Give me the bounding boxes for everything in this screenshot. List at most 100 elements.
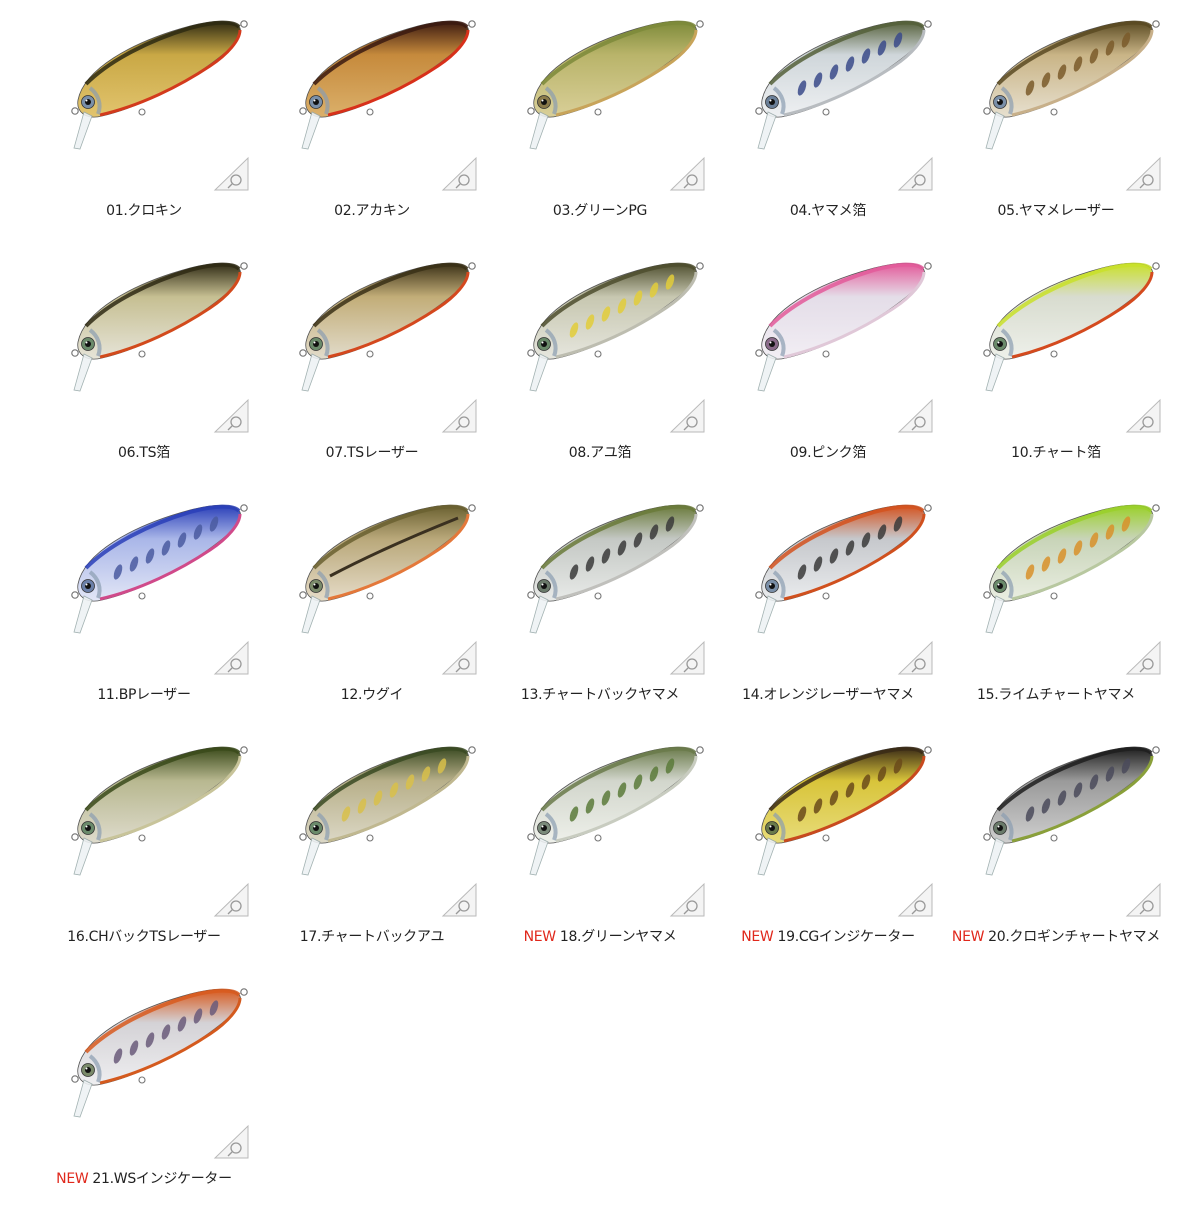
color-label: 07.TSレーザー (258, 442, 486, 464)
color-item: 03.グリーンPG (486, 0, 714, 242)
lure-lip (757, 353, 777, 392)
diving-depth-triangle-icon (897, 398, 933, 433)
color-label: NEW 18.グリーンヤマメ (486, 926, 714, 948)
color-name: 20.クロギンチャートヤマメ (988, 929, 1161, 945)
color-name: 11.BPレーザー (97, 687, 191, 703)
color-item: 11.BPレーザー (30, 484, 258, 726)
color-name: 05.ヤマメレーザー (997, 203, 1115, 219)
lure-image (983, 20, 1160, 150)
lure-lip (529, 595, 549, 634)
lure-image (71, 504, 248, 634)
lure-image (755, 746, 932, 876)
color-label: 17.チャートバックアユ (258, 926, 486, 948)
lure-lip (73, 111, 93, 150)
color-label: 11.BPレーザー (30, 684, 258, 706)
diving-depth-triangle-icon (669, 156, 705, 191)
color-name: 17.チャートバックアユ (299, 929, 445, 945)
lure-lip (73, 353, 93, 392)
diving-depth-triangle-icon (441, 640, 477, 675)
color-item: 13.チャートバックヤマメ (486, 484, 714, 726)
color-chart-grid: 01.クロキン 02.アカキン 03.グリーンPG 04.ヤマメ箔 05.ヤマメレーザー… (30, 0, 1170, 1210)
color-name: 04.ヤマメ箔 (789, 203, 867, 219)
color-item: 10.チャート箔 (942, 242, 1170, 484)
color-name: 02.アカキン (334, 203, 410, 219)
color-item: NEW 21.WSインジケーター (30, 968, 258, 1210)
diving-depth-triangle-icon (669, 398, 705, 433)
color-name: 21.WSインジケーター (92, 1171, 232, 1187)
color-name: 19.CGインジケーター (777, 929, 915, 945)
lure-lip (985, 837, 1005, 876)
color-item: 17.チャートバックアユ (258, 726, 486, 968)
color-label: 06.TS箔 (30, 442, 258, 464)
diving-depth-triangle-icon (1125, 882, 1161, 917)
lure-image (299, 504, 476, 634)
color-label: 16.CHバックTSレーザー (30, 926, 258, 948)
lure-lip (757, 111, 777, 150)
diving-depth-triangle-icon (441, 398, 477, 433)
color-label: 02.アカキン (258, 200, 486, 222)
color-label: 01.クロキン (30, 200, 258, 222)
new-badge: NEW (951, 929, 985, 945)
lure-image (983, 746, 1160, 876)
lure-image (299, 262, 476, 392)
color-label: 15.ライムチャートヤマメ (942, 684, 1170, 706)
lure-image (527, 504, 704, 634)
color-name: 10.チャート箔 (1011, 445, 1101, 461)
diving-depth-triangle-icon (213, 882, 249, 917)
color-label: 12.ウグイ (258, 684, 486, 706)
lure-image (527, 746, 704, 876)
lure-image (71, 20, 248, 150)
lure-lip (529, 353, 549, 392)
lure-lip (985, 595, 1005, 634)
lure-lip (985, 111, 1005, 150)
lure-image (71, 988, 248, 1118)
color-label: NEW 21.WSインジケーター (30, 1168, 258, 1190)
color-name: 12.ウグイ (340, 687, 404, 703)
lure-image (755, 20, 932, 150)
diving-depth-triangle-icon (669, 640, 705, 675)
diving-depth-triangle-icon (897, 882, 933, 917)
diving-depth-triangle-icon (1125, 156, 1161, 191)
color-label: 14.オレンジレーザーヤマメ (714, 684, 942, 706)
color-item: 04.ヤマメ箔 (714, 0, 942, 242)
lure-lip (301, 595, 321, 634)
lure-image (71, 746, 248, 876)
color-name: 14.オレンジレーザーヤマメ (742, 687, 914, 703)
lure-lip (73, 1079, 93, 1118)
color-item: 12.ウグイ (258, 484, 486, 726)
lure-image (755, 262, 932, 392)
diving-depth-triangle-icon (441, 156, 477, 191)
lure-lip (757, 837, 777, 876)
color-label: 05.ヤマメレーザー (942, 200, 1170, 222)
color-label: 03.グリーンPG (486, 200, 714, 222)
lure-image (983, 504, 1160, 634)
color-name: 07.TSレーザー (325, 445, 419, 461)
color-item: NEW 20.クロギンチャートヤマメ (942, 726, 1170, 968)
new-badge: NEW (741, 929, 774, 945)
diving-depth-triangle-icon (897, 640, 933, 675)
color-name: 03.グリーンPG (552, 203, 648, 219)
lure-lip (529, 837, 549, 876)
color-name: 15.ライムチャートヤマメ (977, 687, 1135, 703)
color-item: 01.クロキン (30, 0, 258, 242)
diving-depth-triangle-icon (669, 882, 705, 917)
lure-lip (73, 837, 93, 876)
lure-image (527, 20, 704, 150)
lure-lip (301, 111, 321, 150)
color-name: 06.TS箔 (118, 445, 170, 461)
color-item: 14.オレンジレーザーヤマメ (714, 484, 942, 726)
diving-depth-triangle-icon (897, 156, 933, 191)
color-item: 05.ヤマメレーザー (942, 0, 1170, 242)
color-name: 13.チャートバックヤマメ (520, 687, 680, 703)
color-item: 08.アユ箔 (486, 242, 714, 484)
lure-lip (301, 353, 321, 392)
lure-image (755, 504, 932, 634)
color-name: 01.クロキン (106, 203, 182, 219)
color-name: 18.グリーンヤマメ (559, 929, 677, 945)
color-item: 02.アカキン (258, 0, 486, 242)
color-label: 13.チャートバックヤマメ (486, 684, 714, 706)
diving-depth-triangle-icon (213, 398, 249, 433)
diving-depth-triangle-icon (213, 640, 249, 675)
lure-image (299, 20, 476, 150)
lure-lip (529, 111, 549, 150)
